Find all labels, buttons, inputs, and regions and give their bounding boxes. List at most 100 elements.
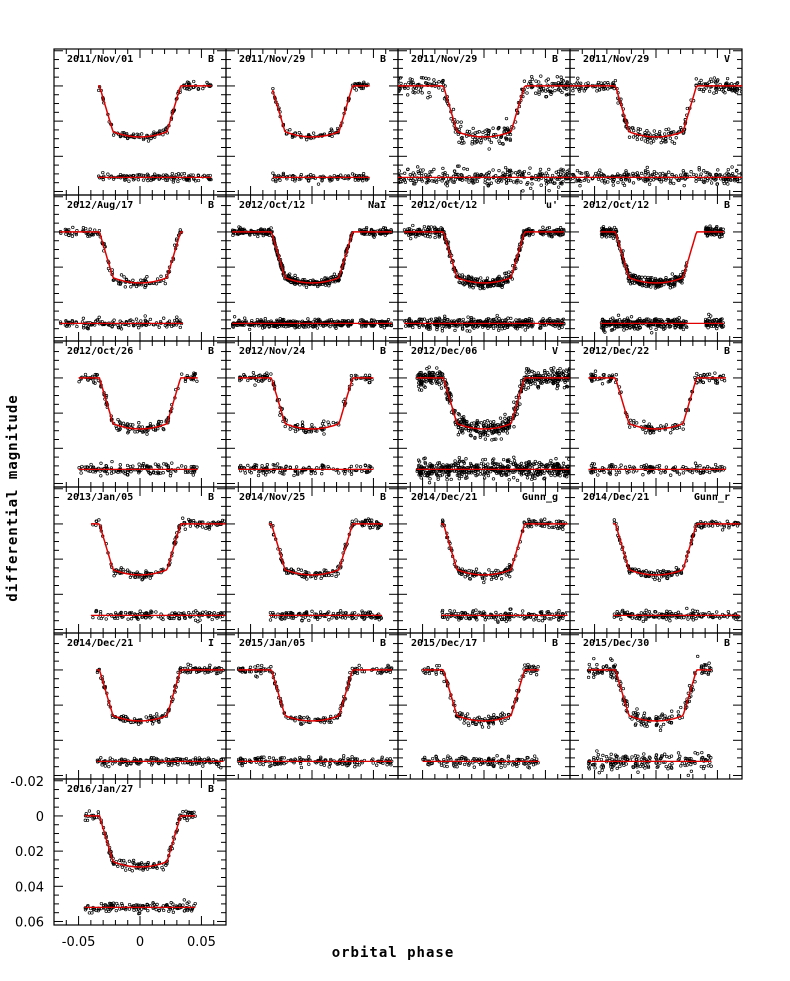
residual-point — [667, 318, 671, 322]
residual-point — [519, 473, 524, 477]
residual-point — [427, 173, 431, 177]
residual-point — [446, 317, 450, 322]
residual-point — [191, 470, 195, 475]
residual-point — [726, 182, 730, 186]
data-point — [472, 277, 476, 281]
data-point — [504, 271, 508, 275]
data-point — [349, 374, 354, 378]
residual-point — [714, 173, 719, 177]
data-point — [473, 435, 477, 440]
panel-band-label: NaI — [368, 200, 386, 211]
data-point — [728, 86, 732, 90]
residual-point — [682, 183, 686, 188]
data-point — [122, 275, 126, 279]
residual-point — [164, 173, 168, 177]
residual-point — [404, 324, 408, 328]
data-point — [644, 284, 648, 289]
residual-point — [300, 471, 304, 475]
data-point — [561, 79, 565, 83]
residual-point — [139, 319, 143, 323]
residual-point — [157, 325, 161, 329]
residual-point — [659, 324, 663, 328]
residual-point — [106, 172, 110, 176]
residual-point — [705, 179, 709, 183]
data-point — [424, 380, 428, 384]
data-point — [361, 86, 365, 91]
data-point — [632, 128, 636, 133]
residual-point — [414, 179, 418, 183]
residual-point — [358, 465, 363, 469]
data-point — [117, 282, 121, 286]
data-point — [121, 421, 126, 425]
data-point — [576, 76, 580, 80]
data-point — [475, 278, 480, 282]
residual-point — [350, 172, 355, 176]
data-point — [88, 234, 92, 238]
data-point — [131, 423, 135, 427]
data-points — [402, 223, 566, 333]
residual-point — [472, 317, 476, 321]
residual-point — [555, 317, 559, 322]
data-point — [94, 372, 99, 377]
data-point — [325, 282, 329, 286]
data-point — [131, 278, 135, 282]
residual-point — [643, 173, 647, 177]
residual-point — [464, 178, 468, 182]
data-point — [632, 281, 636, 285]
residual-point — [101, 170, 105, 175]
residual-point — [449, 477, 453, 482]
data-point — [546, 77, 550, 81]
data-point — [421, 76, 425, 80]
data-point — [406, 93, 410, 97]
residual-point — [403, 171, 407, 175]
residual-point — [578, 171, 582, 175]
data-point — [645, 140, 650, 144]
residual-point — [271, 171, 275, 175]
residual-point — [295, 471, 300, 475]
data-points — [238, 371, 374, 478]
data-point — [530, 75, 534, 79]
data-point — [510, 277, 514, 281]
data-point — [322, 432, 326, 436]
data-point — [705, 227, 710, 232]
data-point — [663, 132, 667, 136]
data-point — [530, 77, 534, 82]
data-point — [559, 75, 563, 79]
residual-point — [636, 318, 640, 322]
data-point — [457, 280, 461, 284]
residual-point — [512, 459, 517, 463]
residual-point — [719, 324, 724, 329]
data-point — [489, 140, 493, 145]
residual-point — [80, 464, 84, 469]
data-point — [627, 135, 632, 139]
residual-point — [667, 170, 671, 174]
residual-point — [475, 325, 480, 329]
residual-point — [707, 312, 711, 317]
data-point — [667, 282, 671, 287]
residual-point — [560, 318, 564, 322]
data-point — [269, 226, 273, 230]
data-point — [420, 91, 424, 95]
data-point — [479, 141, 483, 145]
data-point — [93, 372, 97, 377]
residual-point — [419, 177, 424, 182]
panel-band-label: B — [380, 54, 386, 65]
data-points — [271, 80, 370, 186]
data-point — [739, 90, 742, 94]
data-point — [699, 87, 703, 92]
data-point — [670, 272, 674, 276]
data-point — [458, 417, 462, 422]
residual-point — [639, 171, 644, 176]
residual-point — [95, 318, 99, 322]
data-point — [541, 233, 545, 237]
residual-point — [176, 172, 181, 176]
residual-point — [542, 318, 546, 323]
residual-point — [697, 168, 701, 172]
residual-point — [294, 465, 299, 469]
data-point — [631, 135, 636, 139]
data-point — [205, 80, 209, 85]
panel: 2012/Aug/17 B — [53, 194, 227, 342]
residual-point — [516, 318, 520, 322]
residual-point — [170, 461, 174, 465]
data-point — [668, 136, 672, 140]
